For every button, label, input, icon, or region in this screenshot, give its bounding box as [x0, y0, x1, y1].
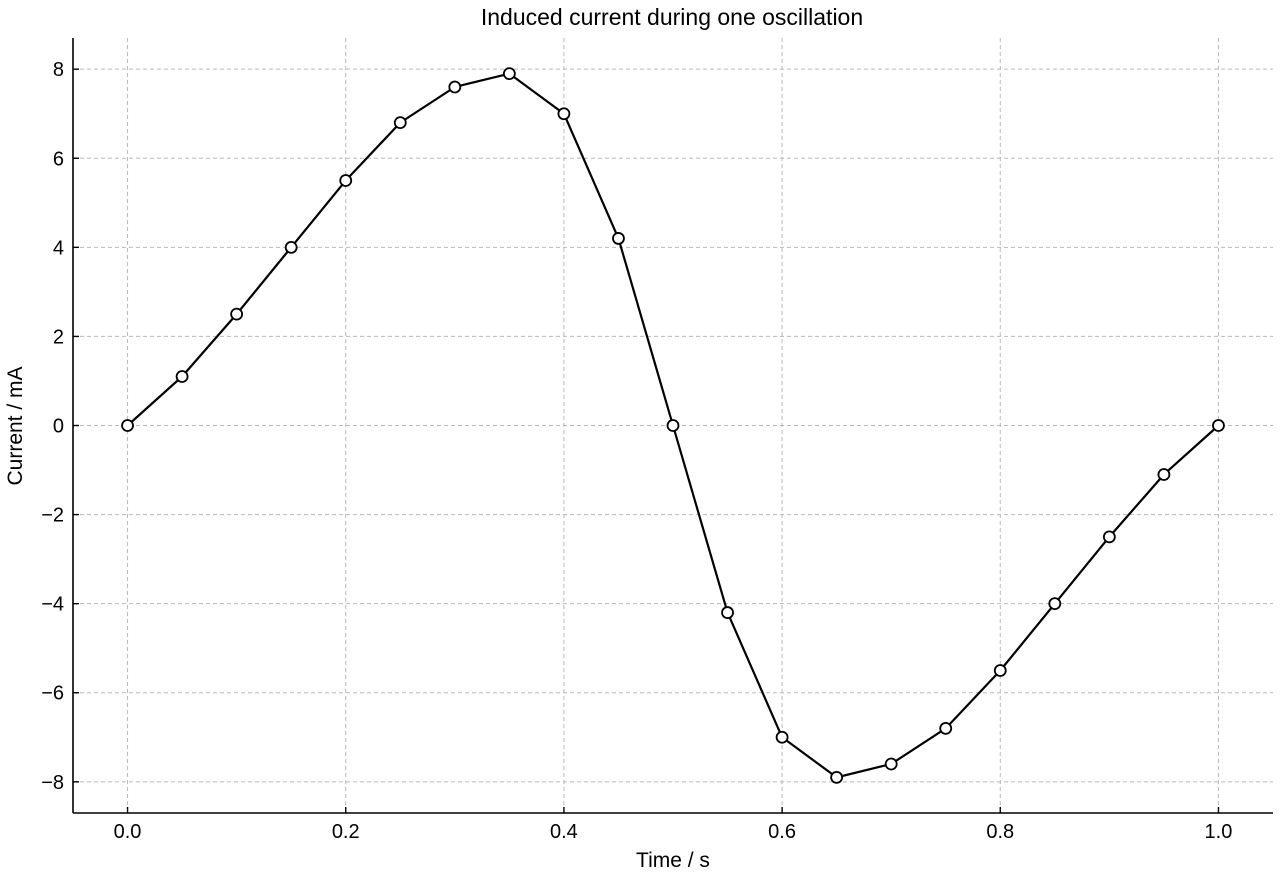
data-point-11: [721, 606, 734, 619]
x-axis: 0.0 0.2 0.4 0.6 0.8 1.0: [114, 807, 1233, 843]
x-tick-label-2: 0.4: [550, 821, 578, 843]
data-point-9: [612, 232, 625, 245]
x-tick-label-5: 1.0: [1205, 821, 1233, 843]
data-point-14: [884, 757, 898, 771]
y-tick-label-7: 6: [53, 148, 64, 170]
y-axis-title: Current / mA: [4, 366, 27, 485]
data-point-8: [557, 107, 571, 121]
y-tick-label-3: −2: [41, 505, 64, 527]
y-axis: −8 −6 −4 −2 0 2 4 6 8: [41, 59, 79, 794]
data-point-15: [939, 721, 953, 735]
y-tick-label-5: 2: [53, 326, 64, 348]
data-point-5: [393, 116, 407, 130]
x-tick-label-3: 0.6: [768, 821, 796, 843]
y-tick-label-1: −6: [41, 683, 64, 705]
data-point-2: [230, 307, 244, 321]
x-axis-title: Time / s: [636, 849, 710, 872]
data-point-1: [175, 370, 189, 383]
data-point-7: [502, 67, 516, 81]
data-point-0: [121, 419, 134, 432]
x-tick-label-4: 0.8: [986, 821, 1014, 843]
x-tick-label-0: 0.0: [114, 821, 142, 843]
data-point-17: [1048, 597, 1062, 611]
data-point-20: [1212, 419, 1225, 432]
y-tick-label-0: −8: [41, 772, 64, 794]
series-group: [121, 67, 1225, 784]
data-point-19: [1157, 468, 1171, 481]
y-tick-label-2: −4: [41, 594, 64, 616]
data-point-13: [830, 770, 844, 784]
data-point-3: [284, 240, 298, 254]
y-tick-label-8: 8: [53, 59, 64, 81]
data-point-12: [775, 730, 789, 744]
data-point-6: [448, 80, 462, 94]
y-tick-label-6: 4: [53, 237, 64, 259]
x-tick-label-1: 0.2: [332, 821, 360, 843]
data-point-10: [666, 419, 680, 432]
data-point-4: [339, 174, 353, 187]
data-point-18: [1102, 530, 1116, 544]
y-tick-label-4: 0: [53, 416, 64, 438]
chart-title: Induced current during one oscillation: [481, 4, 863, 30]
data-point-16: [993, 664, 1007, 677]
